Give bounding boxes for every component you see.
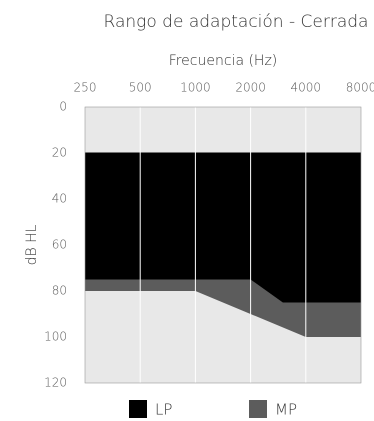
x-tick-label: 250 (74, 81, 97, 95)
legend-label: MP (275, 401, 297, 419)
y-axis-label: dB HL (24, 224, 40, 265)
legend-swatch (249, 400, 267, 418)
x-tick-label: 8000 (346, 81, 374, 95)
x-tick-label: 1000 (180, 81, 211, 95)
y-tick-label: 100 (44, 330, 67, 344)
range-area (85, 153, 361, 303)
x-tick-label: 2000 (235, 81, 266, 95)
legend-swatch (129, 400, 147, 418)
y-tick-label: 40 (52, 192, 67, 206)
x-tick-label: 500 (129, 81, 152, 95)
y-tick-label: 120 (44, 376, 67, 390)
plot-border (84, 106, 362, 384)
x-tick-label: 4000 (291, 81, 322, 95)
y-tick-label: 80 (52, 284, 67, 298)
legend-label: LP (155, 401, 172, 419)
x-axis-label: Frecuencia (Hz) (169, 53, 278, 69)
y-tick-label: 0 (59, 100, 67, 114)
y-tick-label: 20 (52, 146, 67, 160)
chart-title: Rango de adaptación - Cerrada (104, 12, 369, 32)
y-tick-label: 60 (52, 238, 67, 252)
